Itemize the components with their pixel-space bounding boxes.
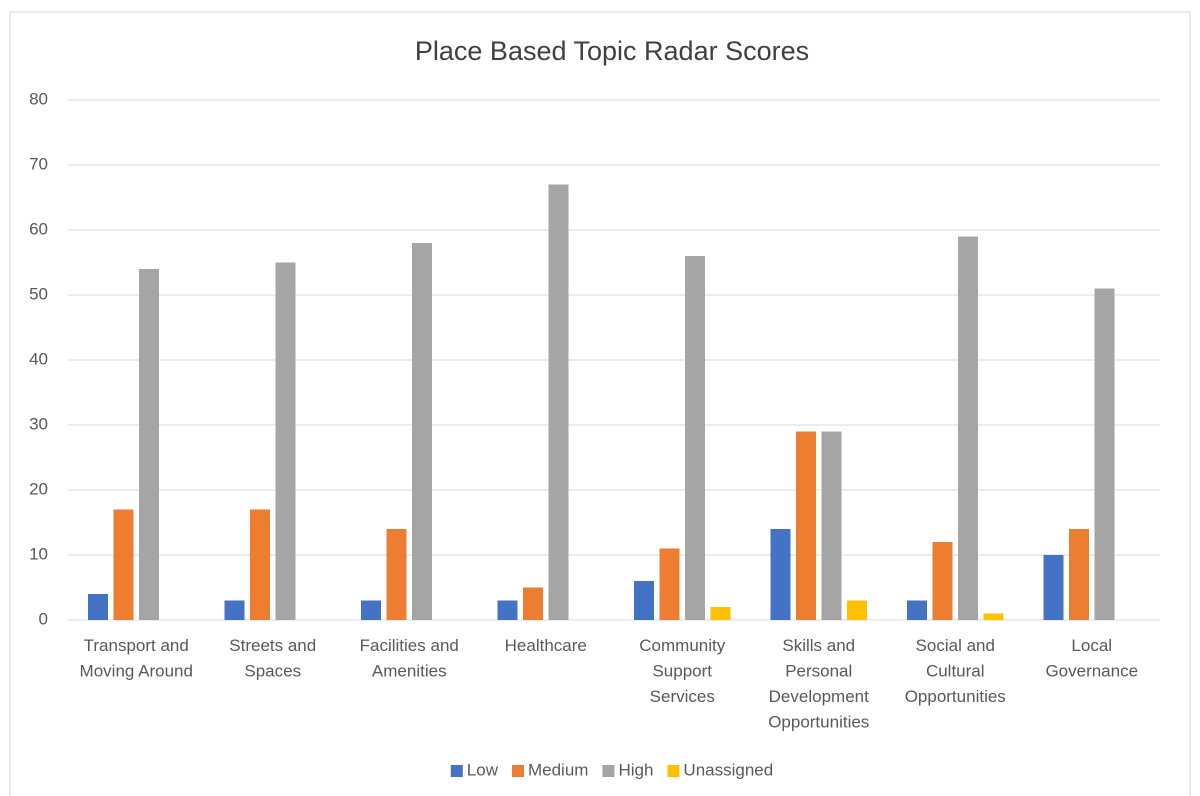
bar bbox=[796, 431, 816, 620]
bar bbox=[1094, 288, 1115, 620]
bar bbox=[497, 600, 518, 620]
bar bbox=[710, 607, 731, 620]
legend-label: Low bbox=[467, 760, 499, 779]
y-tick-label: 20 bbox=[29, 479, 48, 498]
y-tick-label: 40 bbox=[29, 349, 48, 368]
bar bbox=[659, 548, 680, 620]
chart-title: Place Based Topic Radar Scores bbox=[415, 36, 809, 66]
bar bbox=[983, 613, 1004, 620]
x-tick-label: Facilities and Amenities bbox=[360, 636, 459, 681]
bar bbox=[250, 509, 270, 620]
bar bbox=[1043, 555, 1064, 620]
y-tick-label: 60 bbox=[29, 219, 48, 238]
x-tick-label: Healthcare bbox=[505, 636, 587, 655]
y-tick-label: 80 bbox=[29, 89, 48, 108]
bar bbox=[113, 509, 134, 620]
bar bbox=[275, 262, 296, 620]
legend-swatch bbox=[450, 765, 463, 777]
legend-label: Medium bbox=[528, 760, 588, 779]
bar bbox=[958, 236, 978, 620]
y-tick-label: 50 bbox=[29, 284, 48, 303]
x-tick-label: Skills and Personal Development Opportuniti… bbox=[768, 636, 869, 732]
bar bbox=[548, 184, 569, 620]
bar bbox=[821, 431, 842, 620]
bar bbox=[1069, 529, 1089, 620]
y-tick-label: 30 bbox=[29, 414, 48, 433]
bar bbox=[907, 600, 927, 620]
bar bbox=[139, 269, 159, 620]
legend-label: Unassigned bbox=[683, 760, 773, 779]
bar bbox=[523, 587, 543, 620]
bar bbox=[412, 243, 432, 620]
x-tick-label: Social and Cultural Opportunities bbox=[905, 636, 1006, 706]
bar bbox=[770, 529, 791, 620]
bar bbox=[88, 594, 108, 620]
bar bbox=[386, 529, 407, 620]
legend-swatch bbox=[602, 765, 615, 777]
legend-swatch bbox=[511, 765, 524, 777]
legend-swatch bbox=[667, 765, 680, 777]
x-tick-label: Community Support Services bbox=[639, 636, 725, 706]
chart-border bbox=[9, 11, 1191, 796]
bar bbox=[224, 600, 245, 620]
bar bbox=[932, 542, 953, 620]
y-tick-label: 0 bbox=[39, 609, 48, 628]
bar bbox=[847, 600, 867, 620]
y-tick-label: 70 bbox=[29, 154, 48, 173]
x-tick-label: Local Governance bbox=[1045, 636, 1138, 681]
x-tick-label: Streets and Spaces bbox=[229, 636, 316, 681]
bar bbox=[361, 600, 381, 620]
x-tick-label: Transport and Moving Around bbox=[80, 636, 193, 681]
legend-label: High bbox=[618, 760, 653, 779]
bar bbox=[634, 581, 654, 620]
bar bbox=[685, 256, 705, 620]
y-tick-label: 10 bbox=[29, 544, 48, 563]
